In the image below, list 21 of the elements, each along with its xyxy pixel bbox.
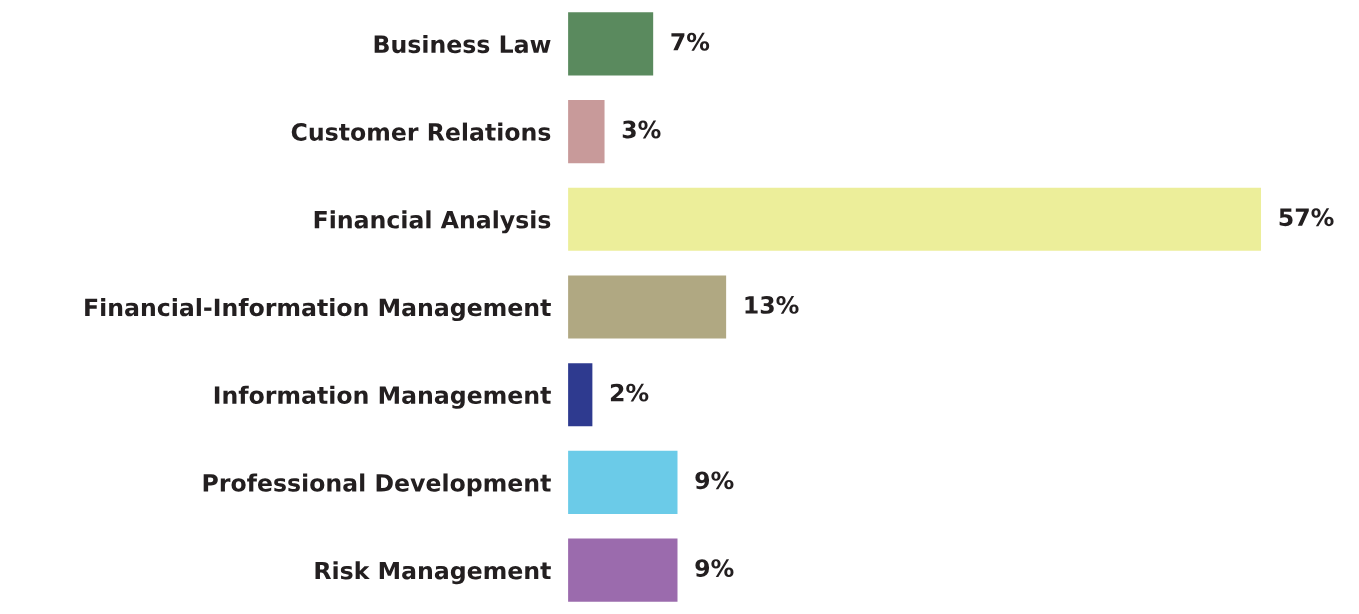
data-label: 13% [745,295,799,314]
data-label: 57% [1279,208,1334,227]
bar [568,450,678,515]
data-label: 9% [695,471,734,490]
data-label: 3% [622,120,661,139]
data-label: 2% [610,383,649,402]
y-tick-label: Professional Development [203,473,551,497]
bar [568,12,654,76]
y-tick-label: Financial-Information Management [85,298,551,322]
y-tick-label: Financial Analysis [314,210,551,234]
bar [568,99,605,164]
y-tick-label: Risk Management [315,561,551,585]
data-label: 9% [695,559,734,577]
y-tick-label: Information Management [214,385,551,409]
bar [568,275,727,339]
data-label: 7% [671,32,710,51]
bar [568,187,1262,251]
y-tick-label: Customer Relations [291,122,551,141]
bar [568,363,593,427]
bar [568,538,678,602]
y-tick-label: Business Law [374,34,551,54]
